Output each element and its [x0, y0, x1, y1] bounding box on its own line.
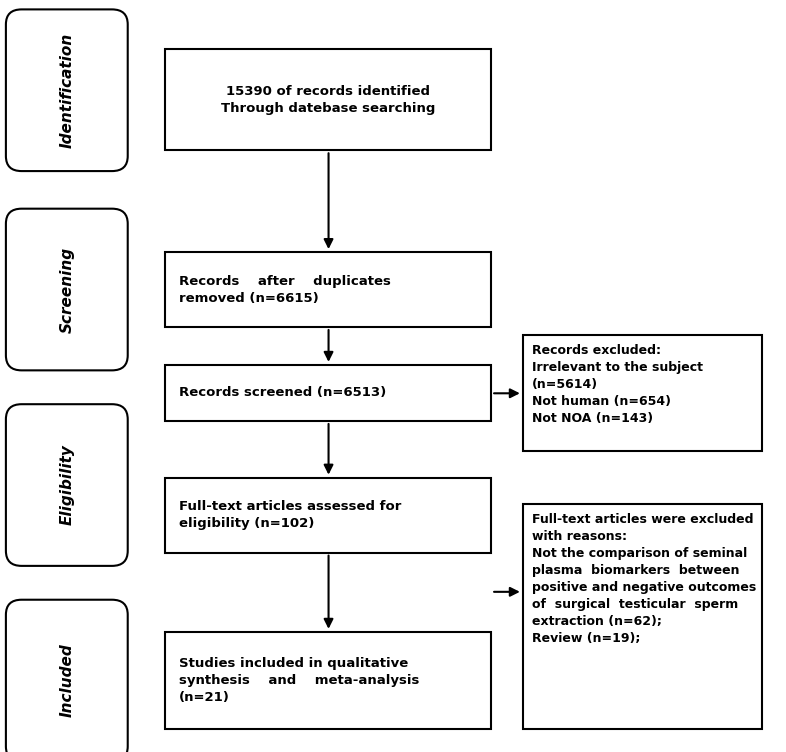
FancyBboxPatch shape: [6, 209, 128, 371]
Text: Full-text articles assessed for
eligibility (n=102): Full-text articles assessed for eligibil…: [179, 500, 402, 530]
Text: Records screened (n=6513): Records screened (n=6513): [179, 387, 387, 399]
Text: Full-text articles were excluded
with reasons:
Not the comparison of seminal
pla: Full-text articles were excluded with re…: [532, 513, 756, 645]
FancyBboxPatch shape: [165, 632, 491, 729]
Text: Studies included in qualitative
synthesis    and    meta-analysis
(n=21): Studies included in qualitative synthesi…: [179, 657, 420, 704]
Text: Included: Included: [59, 644, 75, 717]
FancyBboxPatch shape: [165, 49, 491, 150]
Text: Screening: Screening: [59, 247, 75, 332]
FancyBboxPatch shape: [6, 10, 128, 171]
FancyBboxPatch shape: [165, 365, 491, 421]
FancyBboxPatch shape: [523, 335, 762, 451]
Text: Eligibility: Eligibility: [59, 444, 75, 526]
FancyBboxPatch shape: [6, 405, 128, 566]
Text: Identification: Identification: [59, 32, 75, 148]
FancyBboxPatch shape: [165, 478, 491, 553]
Text: Records    after    duplicates
removed (n=6615): Records after duplicates removed (n=6615…: [179, 274, 391, 305]
FancyBboxPatch shape: [6, 600, 128, 752]
Text: 15390 of records identified
Through datebase searching: 15390 of records identified Through date…: [221, 85, 435, 114]
FancyBboxPatch shape: [523, 504, 762, 729]
FancyBboxPatch shape: [165, 252, 491, 327]
Text: Records excluded:
Irrelevant to the subject
(n=5614)
Not human (n=654)
Not NOA (: Records excluded: Irrelevant to the subj…: [532, 344, 703, 425]
